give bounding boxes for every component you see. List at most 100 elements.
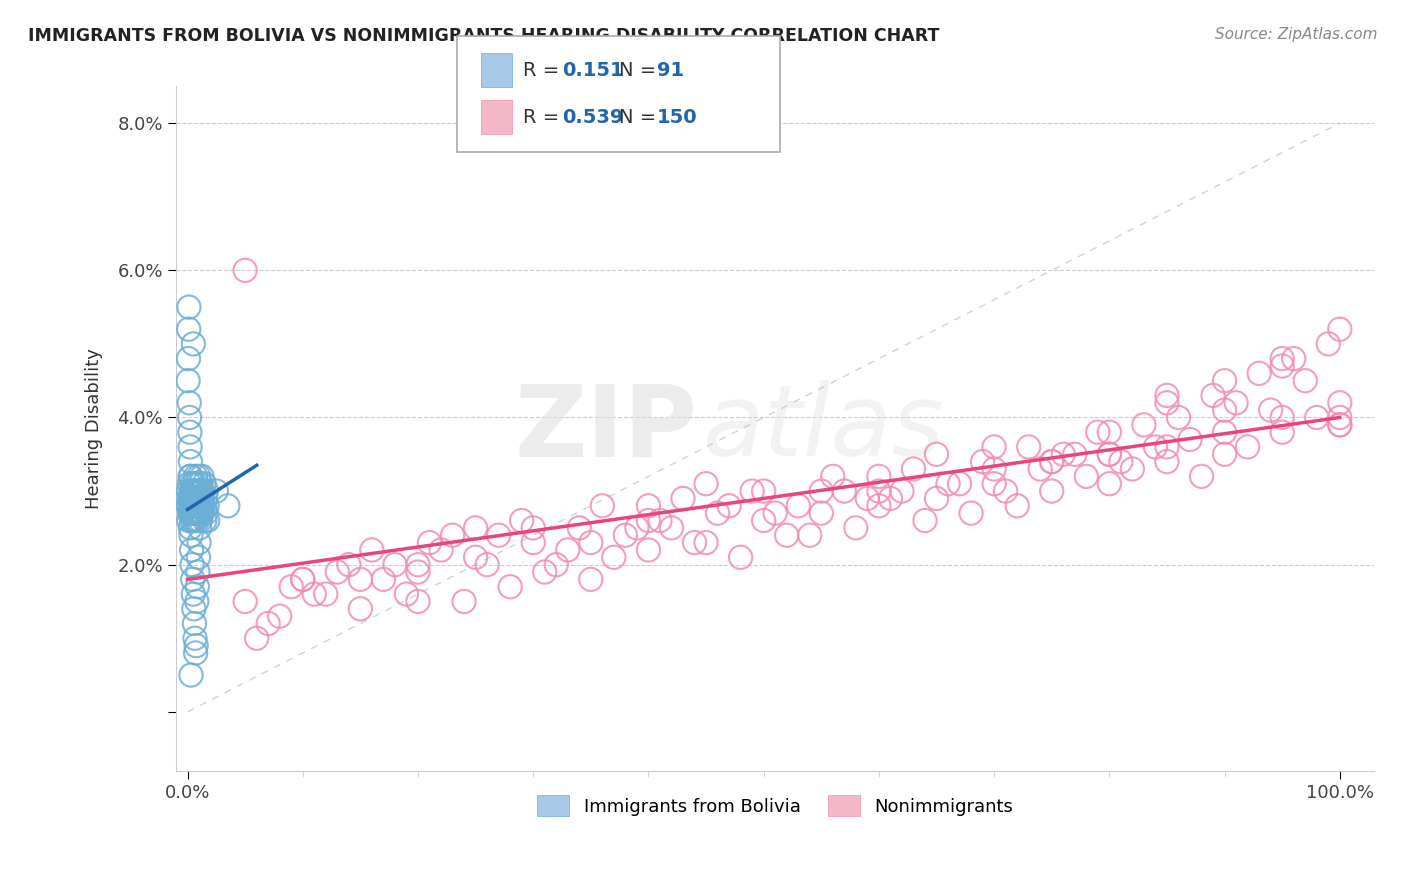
Point	[188, 491, 211, 506]
Point	[730, 550, 752, 565]
Point	[1156, 455, 1178, 469]
Point	[187, 550, 209, 565]
Point	[181, 558, 204, 572]
Point	[441, 528, 464, 542]
Point	[349, 602, 371, 616]
Point	[591, 499, 613, 513]
Text: 0.151: 0.151	[562, 61, 624, 79]
Point	[1063, 447, 1085, 461]
Point	[197, 514, 219, 528]
Point	[464, 550, 486, 565]
Point	[180, 506, 202, 520]
Point	[186, 514, 208, 528]
Point	[557, 543, 579, 558]
Point	[337, 558, 360, 572]
Point	[776, 528, 799, 542]
Point	[1282, 351, 1305, 366]
Point	[1098, 425, 1121, 440]
Point	[763, 506, 786, 520]
Point	[1029, 462, 1052, 476]
Point	[948, 476, 970, 491]
Point	[464, 521, 486, 535]
Point	[648, 514, 671, 528]
Point	[188, 499, 211, 513]
Point	[1087, 425, 1109, 440]
Point	[183, 491, 205, 506]
Point	[1005, 499, 1028, 513]
Point	[1317, 337, 1340, 351]
Point	[181, 484, 204, 499]
Point	[180, 514, 202, 528]
Point	[205, 484, 228, 499]
Point	[184, 514, 207, 528]
Point	[1271, 425, 1294, 440]
Point	[180, 668, 202, 682]
Point	[177, 491, 200, 506]
Point	[181, 587, 204, 601]
Point	[188, 506, 211, 520]
Point	[180, 528, 202, 542]
Point	[1121, 462, 1143, 476]
Point	[1236, 440, 1258, 454]
Point	[269, 609, 291, 624]
Point	[1156, 388, 1178, 402]
Point	[193, 476, 215, 491]
Point	[177, 374, 200, 388]
Point	[187, 484, 209, 499]
Text: R =: R =	[523, 108, 565, 127]
Point	[188, 484, 211, 499]
Point	[183, 616, 205, 631]
Text: ZIP: ZIP	[515, 380, 697, 477]
Point	[280, 580, 302, 594]
Point	[983, 462, 1005, 476]
Point	[188, 506, 211, 520]
Point	[626, 521, 648, 535]
Point	[983, 476, 1005, 491]
Point	[1040, 455, 1063, 469]
Point	[177, 351, 200, 366]
Point	[191, 491, 214, 506]
Point	[845, 521, 868, 535]
Point	[179, 396, 201, 410]
Point	[183, 476, 205, 491]
Point	[181, 476, 204, 491]
Point	[179, 440, 201, 454]
Point	[741, 484, 763, 499]
Point	[181, 499, 204, 513]
Point	[186, 484, 208, 499]
Point	[821, 469, 844, 483]
Point	[184, 499, 207, 513]
Point	[179, 506, 201, 520]
Point	[418, 535, 440, 549]
Point	[1202, 388, 1225, 402]
Point	[183, 602, 205, 616]
Point	[186, 639, 208, 653]
Point	[291, 573, 314, 587]
Point	[1076, 469, 1098, 483]
Point	[810, 506, 832, 520]
Point	[326, 565, 349, 579]
Point	[972, 455, 994, 469]
Point	[718, 499, 741, 513]
Point	[183, 506, 205, 520]
Point	[180, 491, 202, 506]
Point	[1018, 440, 1040, 454]
Point	[1213, 447, 1236, 461]
Point	[361, 543, 384, 558]
Point	[925, 447, 948, 461]
Point	[1213, 425, 1236, 440]
Point	[752, 484, 775, 499]
Point	[194, 514, 217, 528]
Point	[453, 594, 475, 608]
Point	[1329, 322, 1351, 336]
Point	[614, 528, 637, 542]
Point	[1213, 403, 1236, 417]
Point	[603, 550, 626, 565]
Point	[983, 440, 1005, 454]
Point	[193, 499, 215, 513]
Point	[1156, 440, 1178, 454]
Point	[1271, 359, 1294, 373]
Point	[1271, 410, 1294, 425]
Point	[1225, 396, 1247, 410]
Point	[186, 499, 208, 513]
